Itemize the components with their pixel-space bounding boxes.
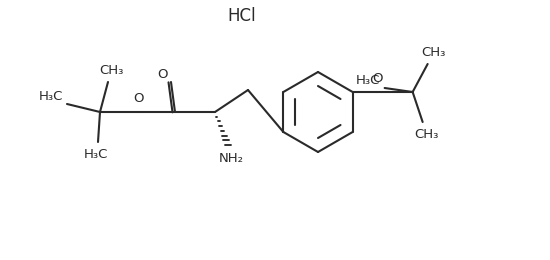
Text: O: O <box>372 73 383 86</box>
Text: H₃C: H₃C <box>84 148 108 161</box>
Text: O: O <box>158 68 168 81</box>
Text: O: O <box>133 93 143 106</box>
Text: CH₃: CH₃ <box>421 47 446 60</box>
Text: HCl: HCl <box>228 7 256 25</box>
Text: CH₃: CH₃ <box>99 63 123 76</box>
Text: H₃C: H₃C <box>39 89 63 102</box>
Text: CH₃: CH₃ <box>415 128 439 141</box>
Text: NH₂: NH₂ <box>218 152 244 165</box>
Text: H₃C: H₃C <box>355 74 380 87</box>
